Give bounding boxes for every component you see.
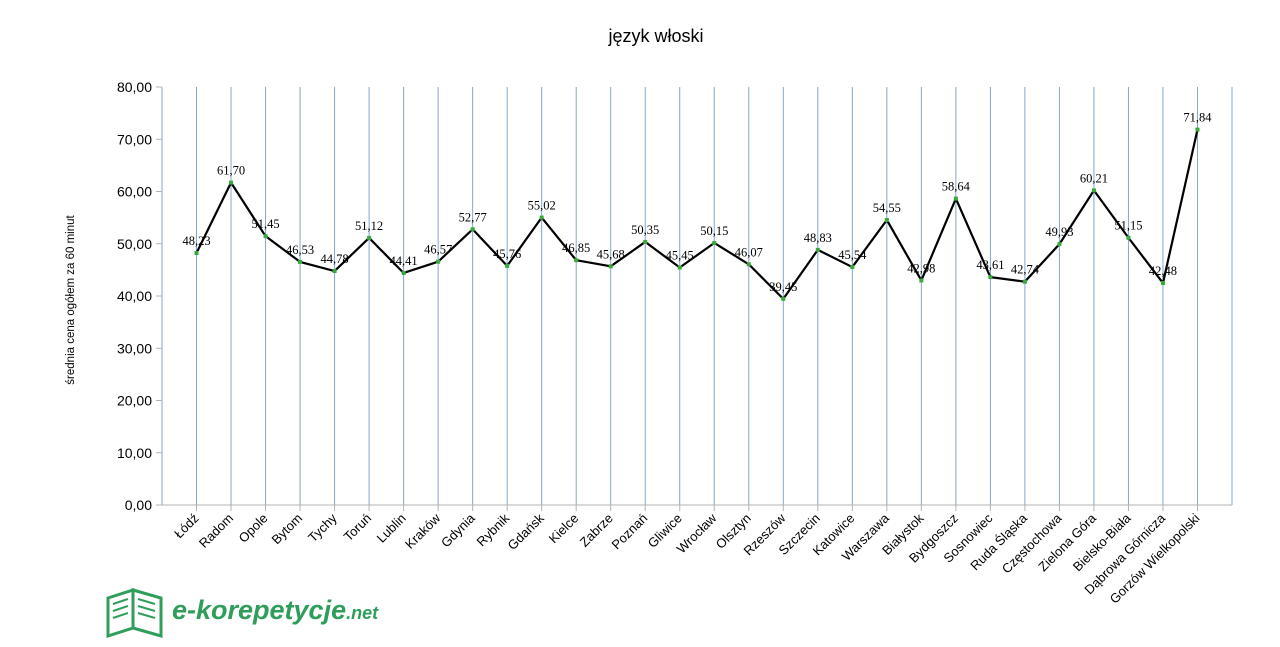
- y-tick-label: 70,00: [117, 131, 152, 147]
- data-point: [608, 264, 613, 269]
- data-point: [1022, 279, 1027, 284]
- data-label: 42,48: [1149, 264, 1177, 278]
- data-label: 61,70: [217, 164, 245, 178]
- y-tick-label: 60,00: [117, 184, 152, 200]
- open-book-icon: [106, 587, 163, 639]
- y-axis-label: średnia cena ogółem za 60 minut: [65, 214, 77, 384]
- x-tick-label: Radom: [196, 511, 236, 551]
- y-tick-label: 80,00: [117, 79, 152, 95]
- x-tick-label: Tychy: [305, 510, 340, 545]
- data-point: [919, 278, 924, 283]
- data-point: [539, 215, 544, 220]
- data-label: 42,74: [1011, 263, 1040, 277]
- data-label: 58,64: [942, 180, 971, 194]
- y-tick-label: 20,00: [117, 393, 152, 409]
- data-point: [263, 234, 268, 239]
- logo-suffix: .net: [346, 603, 379, 623]
- data-point: [574, 258, 579, 263]
- data-label: 43,61: [976, 258, 1004, 272]
- data-label: 51,45: [251, 217, 279, 231]
- data-label: 44,78: [321, 252, 349, 266]
- data-label: 51,12: [355, 219, 383, 233]
- data-point: [1091, 188, 1096, 193]
- data-point: [367, 235, 372, 240]
- data-labels: 48,23 61,70 51,45 46,53 44,78 51,12 44,41 46,57…: [182, 111, 1212, 294]
- x-tick-label: Kraków: [402, 510, 444, 552]
- data-label: 54,55: [873, 201, 901, 215]
- data-label: 50,35: [631, 223, 659, 237]
- data-point: [712, 240, 717, 245]
- x-tick-label: Gdańsk: [505, 510, 548, 553]
- series-line-group: [195, 129, 1199, 300]
- logo-name: e-korepetycje: [172, 595, 346, 625]
- y-tick-label: 50,00: [117, 236, 152, 252]
- data-point: [470, 227, 475, 232]
- data-point: [401, 270, 406, 275]
- data-label: 50,15: [700, 224, 728, 238]
- data-point: [988, 275, 993, 280]
- data-point: [815, 247, 820, 252]
- x-tick-label: Łódź: [171, 511, 202, 542]
- data-label: 60,21: [1080, 171, 1108, 185]
- gridlines: [161, 87, 1233, 505]
- data-point: [1160, 281, 1165, 286]
- data-label: 46,53: [286, 243, 314, 257]
- series-line: [195, 129, 1199, 300]
- data-point: [884, 217, 889, 222]
- data-point: [677, 265, 682, 270]
- x-tick-label: Opole: [236, 511, 271, 546]
- data-point: [1126, 235, 1131, 240]
- logo: e-korepetycje.net: [106, 587, 379, 639]
- y-tick-labels: 0,00 10,00 20,00 30,00 40,00 50,00 60,00 70,00 8…: [117, 79, 152, 513]
- data-markers: [194, 127, 1200, 301]
- data-label: 55,02: [528, 199, 556, 213]
- data-label: 46,07: [735, 245, 763, 259]
- data-label: 45,68: [597, 247, 625, 261]
- data-point: [953, 196, 958, 201]
- x-tick-label: Poznań: [609, 511, 651, 553]
- svg-text:e-korepetycje.net: e-korepetycje.net: [172, 595, 379, 625]
- data-point: [746, 262, 751, 267]
- y-tick-label: 10,00: [117, 445, 152, 461]
- x-tick-label: Toruń: [341, 511, 375, 545]
- data-point: [1195, 127, 1200, 132]
- data-point: [643, 239, 648, 244]
- data-label: 45,45: [666, 249, 694, 263]
- data-label: 71,84: [1183, 111, 1212, 125]
- x-tick-label: Gdynia: [438, 510, 478, 550]
- data-point: [436, 259, 441, 264]
- data-label: 45,76: [493, 247, 521, 261]
- data-label: 46,85: [562, 241, 590, 255]
- data-label: 44,41: [390, 254, 418, 268]
- data-label: 39,45: [769, 280, 797, 294]
- data-point: [1057, 242, 1062, 247]
- y-tick-label: 0,00: [125, 497, 152, 513]
- data-label: 49,93: [1045, 225, 1073, 239]
- chart-title: język włoski: [607, 26, 703, 46]
- x-tick-label: Bytom: [269, 511, 306, 548]
- axes: [156, 86, 1232, 511]
- data-point: [229, 180, 234, 185]
- data-label: 51,15: [1114, 219, 1142, 233]
- data-label: 42,98: [907, 261, 935, 275]
- data-label: 45,54: [838, 248, 867, 262]
- x-tick-label: Kielce: [546, 511, 582, 547]
- data-label: 46,57: [424, 243, 452, 257]
- data-point: [298, 259, 303, 264]
- data-point: [781, 296, 786, 301]
- data-label: 52,77: [459, 210, 487, 224]
- y-tick-label: 30,00: [117, 340, 152, 356]
- data-point: [505, 263, 510, 268]
- data-label: 48,23: [182, 234, 210, 248]
- data-point: [332, 269, 337, 274]
- data-label: 48,83: [804, 231, 832, 245]
- data-point: [194, 250, 199, 255]
- data-point: [850, 265, 855, 270]
- y-tick-label: 40,00: [117, 288, 152, 304]
